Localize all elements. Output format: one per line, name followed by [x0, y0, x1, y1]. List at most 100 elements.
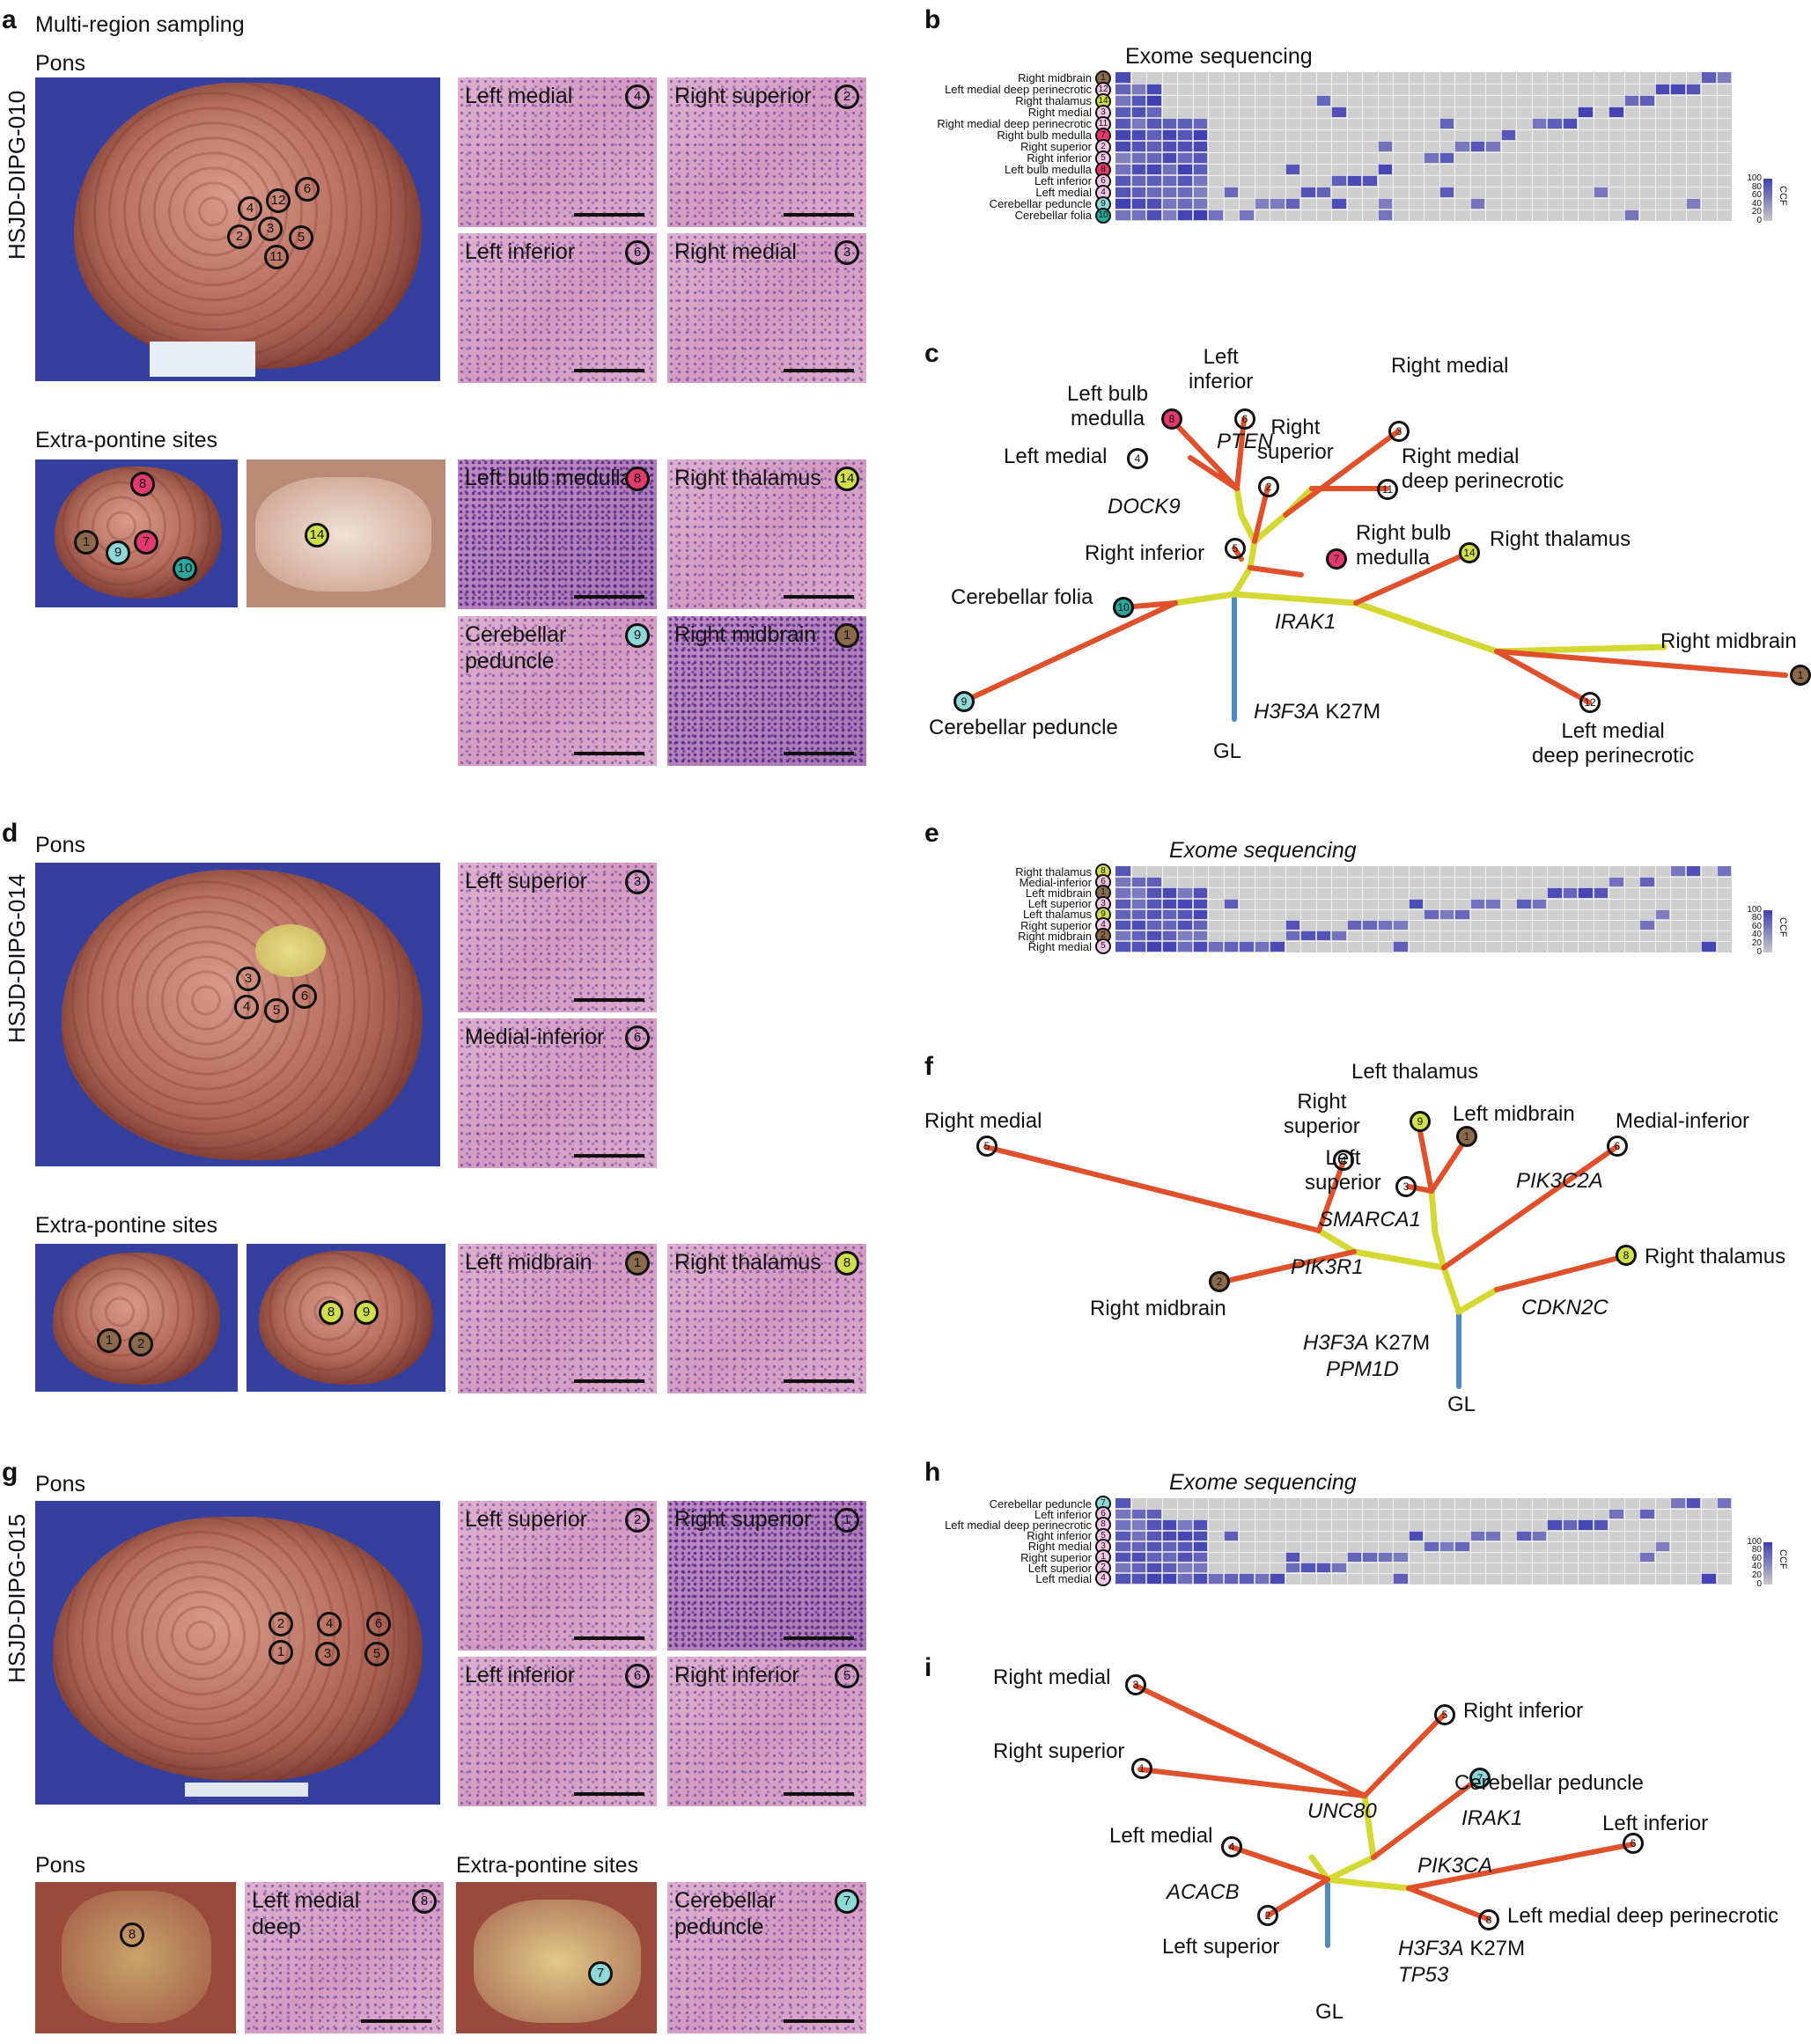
- heatmap-cell: [1485, 141, 1500, 151]
- heatmap-b: Right midbrain 1 Left medial deep perinecr…: [916, 70, 1796, 292]
- ccf-legend-bar: [1763, 179, 1772, 221]
- pons-photo-g: 2 4 6 1 3 5: [35, 1501, 440, 1805]
- heatmap-cell: [1439, 1540, 1454, 1551]
- ccf-legend-label: CCF: [1778, 1548, 1788, 1570]
- heatmap-cell: [1562, 887, 1577, 898]
- heatmap-cell: [1130, 898, 1145, 908]
- heatmap-cell: [1192, 210, 1207, 220]
- heatmap-cell: [1115, 930, 1130, 941]
- pons-photo-a: 4 12 6 2 3 5 11: [35, 77, 440, 381]
- heatmap-cell: [1177, 175, 1192, 186]
- heatmap-cell: [1161, 129, 1176, 140]
- heatmap-row-label: Right medial: [1027, 1540, 1092, 1554]
- heatmap-cell: [1670, 84, 1685, 94]
- heatmap-cell: [1623, 95, 1638, 106]
- extra-label-d: Extra-pontine sites: [35, 1213, 218, 1238]
- histo-d-right-thalamus: Right thalamus 8: [667, 1244, 866, 1393]
- heatmap-cell: [1177, 141, 1192, 151]
- extra-label-g: Extra-pontine sites: [456, 1853, 639, 1878]
- heatmap-row-label: Right thalamus: [1015, 94, 1092, 107]
- tree-c-node-10: 10: [1113, 597, 1134, 618]
- heatmap-cell: [1593, 1519, 1608, 1530]
- heatmap-cell: [1130, 1562, 1145, 1573]
- heatmap-row-label: Left inferior: [1034, 1507, 1092, 1521]
- heatmap-cell: [1115, 1519, 1130, 1530]
- heatmap-cell: [1239, 1573, 1254, 1584]
- heatmap-cell: [1377, 141, 1392, 151]
- heatmap-cell: [1701, 72, 1716, 83]
- heatmap-cell: [1578, 1519, 1593, 1530]
- heatmap-cell: [1285, 1552, 1299, 1562]
- heatmap-cell: [1161, 141, 1176, 151]
- extra-photo-d1: 1 2: [35, 1244, 238, 1392]
- heatmap-cell: [1146, 118, 1161, 129]
- panel-letter-i: i: [924, 1653, 932, 1682]
- heatmap-cell: [1469, 198, 1484, 209]
- extra-photo-a2: 14: [247, 460, 445, 607]
- heatmap-cell: [1454, 908, 1469, 919]
- heatmap-cell: [1454, 1540, 1469, 1551]
- heatmap-row: Right superior 2: [916, 138, 1111, 155]
- heatmap-cell: [1115, 898, 1130, 908]
- heatmap-cell: [1377, 1552, 1392, 1562]
- heatmap-cell: [1531, 1530, 1546, 1540]
- tree-c-node-9: 9: [953, 691, 975, 712]
- heatmap-cell: [1115, 118, 1130, 129]
- tree-c-node-4: 4: [1127, 448, 1148, 469]
- tree-c-node-3: 3: [1388, 421, 1410, 442]
- heatmap-cell: [1270, 198, 1285, 209]
- heatmap-grid: [1115, 72, 1732, 221]
- heatmap-row-label: Left inferior: [1034, 174, 1092, 187]
- heatmap-cell: [1593, 887, 1608, 898]
- heatmap-cell: [1115, 1540, 1130, 1551]
- heatmap-cell: [1177, 1530, 1192, 1540]
- heatmap-cell: [1177, 930, 1192, 941]
- heatmap-cell: [1547, 1519, 1562, 1530]
- heatmap-row: Right midbrain 1: [916, 70, 1111, 86]
- heatmap-cell: [1177, 920, 1192, 930]
- histo-a-right-midbrain: Right midbrain 1: [667, 616, 866, 766]
- ccf-legend-tick: 20: [1751, 207, 1762, 217]
- heatmap-cell: [1192, 941, 1207, 952]
- heatmap-cell: [1161, 118, 1176, 129]
- heatmap-cell: [1315, 187, 1330, 197]
- heatmap-row-label: Right inferior: [1027, 151, 1092, 165]
- heatmap-cell: [1161, 210, 1176, 220]
- heatmap-cell: [1701, 1573, 1716, 1584]
- histo-g-cerebellar-peduncle: Cerebellar peduncle 7: [667, 1882, 866, 2033]
- heatmap-cell: [1192, 1540, 1207, 1551]
- marker-a-3: 3: [258, 217, 283, 241]
- panel-letter-f: f: [924, 1052, 933, 1081]
- heatmap-row: Right medial 5: [916, 938, 1111, 955]
- heatmap-cell: [1315, 1562, 1330, 1573]
- tree-c-node-12: 12: [1579, 692, 1601, 713]
- heatmap-cell: [1377, 164, 1392, 174]
- heatmap-cell: [1300, 930, 1315, 941]
- ccf-legend-tick: 20: [1751, 938, 1762, 948]
- heatmap-cell: [1146, 107, 1161, 117]
- heatmap-cell: [1285, 920, 1299, 930]
- histo-g-right-inferior: Right inferior 5: [667, 1657, 866, 1806]
- pons-photo-d: 3 4 5 6: [35, 863, 440, 1166]
- heatmap-cell: [1146, 1530, 1161, 1540]
- heatmap-h-title: Exome sequencing: [1169, 1470, 1357, 1495]
- heatmap-cell: [1146, 175, 1161, 186]
- heatmap-e: Right thalamus 8 Medial-inferior 6 Left midb…: [916, 864, 1796, 998]
- heatmap-cell: [1192, 175, 1207, 186]
- panel-letter-a: a: [2, 5, 17, 34]
- marker-a-6: 6: [295, 177, 320, 202]
- heatmap-cell: [1408, 1530, 1423, 1540]
- heatmap-cell: [1639, 877, 1654, 887]
- heatmap-cell: [1130, 877, 1145, 887]
- heatmap-cell: [1578, 887, 1593, 898]
- heatmap-cell: [1177, 1562, 1192, 1573]
- heatmap-cell: [1177, 164, 1192, 174]
- heatmap-cell: [1115, 1498, 1130, 1509]
- ccf-legend-tick: 100: [1747, 173, 1762, 183]
- heatmap-grid: [1115, 866, 1732, 952]
- heatmap-grid: [1115, 1498, 1732, 1584]
- heatmap-row-label: Cerebellar peduncle: [989, 197, 1092, 210]
- ccf-legend-tick: 20: [1751, 1570, 1762, 1580]
- heatmap-row-label: Medial-inferior: [1019, 875, 1092, 889]
- heatmap-cell: [1654, 84, 1669, 94]
